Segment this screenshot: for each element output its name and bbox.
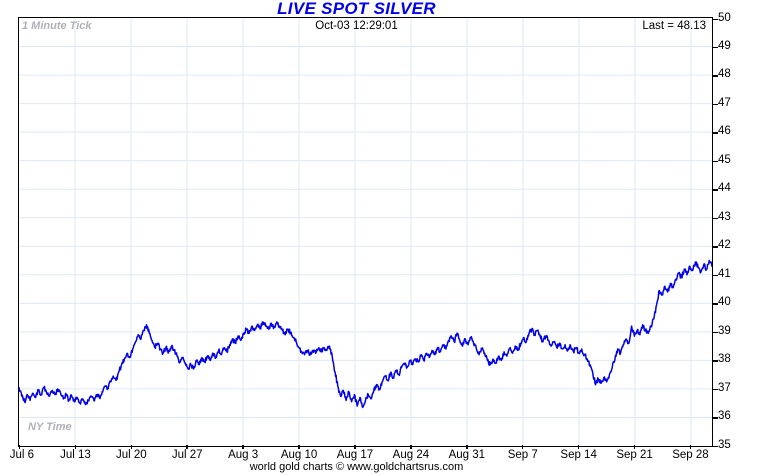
y-tick-mark — [713, 303, 718, 305]
y-tick-label: 40 — [718, 296, 731, 309]
y-tick-mark — [713, 132, 718, 134]
x-tick-label: Aug 24 — [392, 449, 430, 461]
x-tick-mark — [410, 445, 412, 449]
datetime-label: Oct-03 12:29:01 — [315, 20, 398, 32]
x-tick-mark — [577, 445, 580, 449]
y-tick-mark — [713, 75, 718, 77]
plot-area — [18, 17, 713, 447]
y-tick-label: 47 — [718, 96, 731, 109]
y-tick-label: 37 — [718, 381, 731, 394]
x-tick-label: Jul 20 — [115, 449, 147, 461]
tick-interval-label: 1 Minute Tick — [22, 20, 92, 32]
y-tick-label: 49 — [718, 39, 731, 52]
y-tick-mark — [713, 417, 718, 419]
y-tick-mark — [713, 360, 718, 362]
y-tick-label: 43 — [718, 210, 731, 223]
x-tick-mark — [18, 445, 21, 449]
y-tick-label: 42 — [718, 239, 731, 252]
timezone-label: NY Time — [28, 421, 72, 433]
x-tick-label: Sep 14 — [560, 449, 597, 461]
x-tick-mark — [521, 445, 524, 449]
vertical-gridlines — [74, 18, 692, 446]
y-tick-mark — [713, 388, 718, 391]
x-tick-mark — [689, 445, 692, 449]
y-tick-label: 44 — [718, 182, 731, 195]
chart-title: LIVE SPOT SILVER — [277, 0, 436, 18]
x-tick-mark — [633, 445, 636, 449]
x-tick-mark — [466, 445, 468, 449]
x-tick-mark — [354, 445, 356, 449]
x-tick-label: Jul 6 — [9, 449, 35, 461]
x-tick-label: Aug 31 — [448, 449, 486, 461]
x-tick-mark — [242, 445, 244, 449]
y-tick-mark — [713, 189, 718, 191]
horizontal-gridlines — [19, 46, 712, 418]
y-tick-mark — [713, 217, 718, 220]
x-tick-label: Aug 3 — [228, 449, 259, 461]
y-tick-mark — [713, 46, 718, 49]
y-tick-label: 46 — [718, 125, 731, 138]
y-tick-label: 50 — [718, 11, 731, 24]
x-tick-label: Sep 28 — [672, 449, 709, 461]
x-tick-label: Sep 7 — [507, 449, 538, 461]
x-tick-label: Sep 21 — [616, 449, 653, 461]
x-tick-mark — [130, 445, 133, 449]
x-tick-label: Aug 10 — [280, 449, 318, 461]
x-tick-label: Jul 13 — [60, 449, 91, 461]
y-tick-mark — [713, 331, 718, 334]
y-axis: 35 36 37 38 39 40 41 42 43 44 45 46 47 48 49 50 — [713, 0, 760, 475]
footer-credit: world gold charts © www.goldchartsrus.co… — [249, 461, 464, 473]
x-axis: Jul 6 Jul 13 Jul 20 Jul 27 Aug 3 Aug 10 Aug 17… — [0, 445, 760, 465]
y-tick-label: 39 — [718, 324, 731, 337]
y-tick-label: 35 — [718, 438, 731, 451]
y-tick-mark — [713, 246, 718, 248]
y-tick-mark — [713, 18, 718, 20]
y-tick-label: 36 — [718, 410, 731, 423]
y-tick-label: 48 — [718, 68, 731, 81]
y-tick-label: 45 — [718, 153, 731, 166]
x-tick-label: Aug 17 — [336, 449, 374, 461]
y-tick-label: 38 — [718, 353, 731, 366]
y-tick-mark — [713, 274, 718, 277]
price-series-line — [19, 259, 712, 409]
last-price-label: Last = 48.13 — [642, 20, 706, 32]
y-tick-mark — [713, 160, 718, 163]
x-tick-mark — [74, 445, 77, 449]
price-line-plot — [19, 18, 712, 446]
x-tick-label: Jul 27 — [171, 449, 203, 461]
y-tick-mark — [713, 103, 718, 106]
x-tick-mark — [298, 445, 300, 449]
y-tick-label: 41 — [718, 267, 731, 280]
y-tick-mark — [713, 445, 718, 447]
x-tick-mark — [186, 445, 188, 449]
